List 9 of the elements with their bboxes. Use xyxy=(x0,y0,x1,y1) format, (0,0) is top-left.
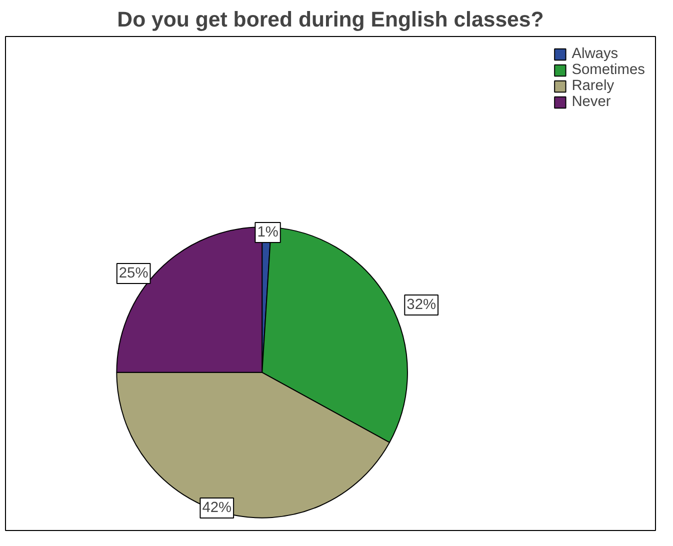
chart-title: Do you get bored during English classes? xyxy=(117,8,544,32)
data-label: 32% xyxy=(406,296,436,313)
data-label: 42% xyxy=(202,500,232,516)
legend-label: Sometimes xyxy=(572,62,645,78)
data-label: 1% xyxy=(257,224,278,241)
legend-label: Always xyxy=(572,46,618,62)
legend-label: Rarely xyxy=(572,78,614,94)
legend-label: Never xyxy=(572,94,611,110)
data-label: 25% xyxy=(118,265,148,282)
